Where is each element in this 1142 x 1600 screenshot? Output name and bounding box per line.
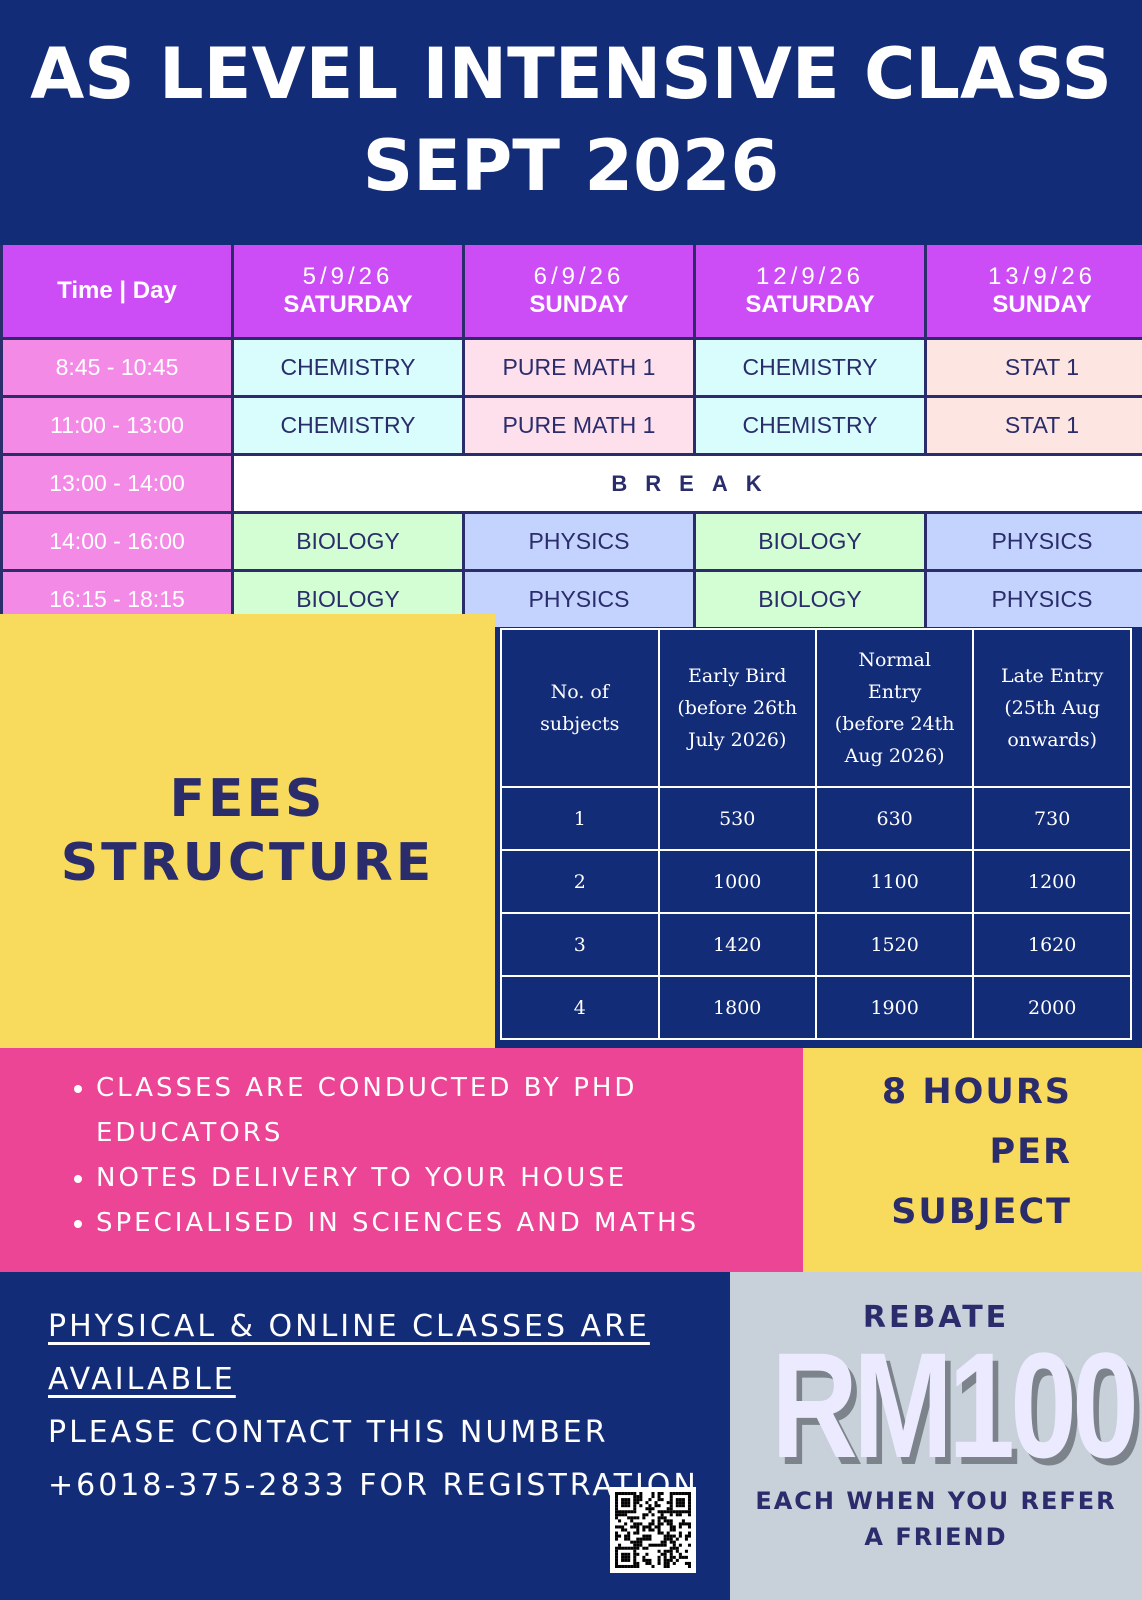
contact-text: PLEASE CONTACT THIS NUMBER +6018-375-283… bbox=[48, 1415, 699, 1503]
header-corner: Time | Day bbox=[3, 245, 231, 337]
fees-cell: 3 bbox=[500, 912, 660, 977]
fees-header-row: No. of subjects Early Bird (before 26th J… bbox=[500, 628, 1132, 788]
class-cell: BIOLOGY bbox=[696, 514, 924, 569]
poster-title: AS LEVEL INTENSIVE CLASS SEPT 2026 bbox=[30, 33, 1112, 207]
fees-row: 1 530 630 730 bbox=[500, 786, 1132, 851]
day-name: SUNDAY bbox=[529, 291, 629, 318]
day-header: 6/9/26 SUNDAY bbox=[465, 245, 693, 337]
day-date: 6/9/26 bbox=[533, 263, 625, 290]
class-cell: PHYSICS bbox=[465, 572, 693, 627]
day-date: 12/9/26 bbox=[755, 263, 865, 290]
class-cell: CHEMISTRY bbox=[234, 340, 462, 395]
fees-cell: 1 bbox=[500, 786, 660, 851]
rebate-amount: RM100 bbox=[771, 1321, 1139, 1489]
feature-item: SPECIALISED IN SCIENCES AND MATHS bbox=[96, 1201, 803, 1246]
fees-header: Early Bird (before 26th July 2026) bbox=[657, 628, 817, 788]
day-date: 5/9/26 bbox=[302, 263, 394, 290]
day-date: 13/9/26 bbox=[987, 263, 1097, 290]
class-cell: CHEMISTRY bbox=[234, 398, 462, 453]
fees-cell: 2000 bbox=[972, 975, 1132, 1040]
hours-panel: 8 HOURS PER SUBJECT bbox=[803, 1048, 1142, 1272]
fees-cell: 4 bbox=[500, 975, 660, 1040]
time-slot: 14:00 - 16:00 bbox=[3, 514, 231, 569]
qr-code-icon bbox=[610, 1487, 696, 1573]
day-name: SATURDAY bbox=[283, 291, 413, 318]
features-panel: CLASSES ARE CONDUCTED BY PHD EDUCATORS N… bbox=[0, 1048, 803, 1272]
fees-cell: 530 bbox=[657, 786, 817, 851]
day-header: 13/9/26 SUNDAY bbox=[927, 245, 1142, 337]
day-header: 5/9/26 SATURDAY bbox=[234, 245, 462, 337]
time-slot: 8:45 - 10:45 bbox=[3, 340, 231, 395]
class-cell: PHYSICS bbox=[465, 514, 693, 569]
day-name: SUNDAY bbox=[992, 291, 1092, 318]
fees-header: Late Entry (25th Aug onwards) bbox=[972, 628, 1132, 788]
fees-cell: 1800 bbox=[657, 975, 817, 1040]
feature-item: NOTES DELIVERY TO YOUR HOUSE bbox=[96, 1156, 803, 1201]
break-row: BREAK bbox=[234, 456, 1142, 511]
fees-cell: 630 bbox=[814, 786, 975, 851]
contact-info: PHYSICAL & ONLINE CLASSES ARE AVAILABLE … bbox=[48, 1300, 708, 1512]
time-slot: 13:00 - 14:00 bbox=[3, 456, 231, 511]
class-cell: PHYSICS bbox=[927, 514, 1142, 569]
fees-cell: 730 bbox=[972, 786, 1132, 851]
class-cell: CHEMISTRY bbox=[696, 398, 924, 453]
class-cell: STAT 1 bbox=[927, 340, 1142, 395]
rebate-panel: REBATE RM100 EACH WHEN YOU REFER A FRIEN… bbox=[730, 1272, 1142, 1600]
fees-cell: 1200 bbox=[972, 849, 1132, 914]
day-name: SATURDAY bbox=[745, 291, 875, 318]
fees-row: 4 1800 1900 2000 bbox=[500, 975, 1132, 1040]
class-cell: PURE MATH 1 bbox=[465, 340, 693, 395]
fees-cell: 1520 bbox=[814, 912, 975, 977]
class-cell: STAT 1 bbox=[927, 398, 1142, 453]
class-cell: CHEMISTRY bbox=[696, 340, 924, 395]
availability-note: PHYSICAL & ONLINE CLASSES ARE AVAILABLE bbox=[48, 1309, 650, 1397]
fees-header: Normal Entry (before 24th Aug 2026) bbox=[814, 628, 975, 788]
fees-heading: FEES STRUCTURE bbox=[0, 614, 495, 1048]
fees-cell: 1620 bbox=[972, 912, 1132, 977]
fees-header: No. of subjects bbox=[500, 628, 660, 788]
feature-item: CLASSES ARE CONDUCTED BY PHD EDUCATORS bbox=[96, 1066, 803, 1156]
fees-cell: 2 bbox=[500, 849, 660, 914]
fees-cell: 1100 bbox=[814, 849, 975, 914]
fees-row: 3 1420 1520 1620 bbox=[500, 912, 1132, 977]
fees-cell: 1000 bbox=[657, 849, 817, 914]
fees-table: No. of subjects Early Bird (before 26th J… bbox=[500, 628, 1132, 1040]
class-cell: BIOLOGY bbox=[234, 514, 462, 569]
class-cell: PHYSICS bbox=[927, 572, 1142, 627]
fees-cell: 1420 bbox=[657, 912, 817, 977]
time-slot: 11:00 - 13:00 bbox=[3, 398, 231, 453]
schedule-table: Time | Day 5/9/26 SATURDAY 6/9/26 SUNDAY 12/9… bbox=[0, 245, 1142, 627]
fees-row: 2 1000 1100 1200 bbox=[500, 849, 1132, 914]
class-cell: PURE MATH 1 bbox=[465, 398, 693, 453]
class-cell: BIOLOGY bbox=[696, 572, 924, 627]
day-header: 12/9/26 SATURDAY bbox=[696, 245, 924, 337]
fees-cell: 1900 bbox=[814, 975, 975, 1040]
